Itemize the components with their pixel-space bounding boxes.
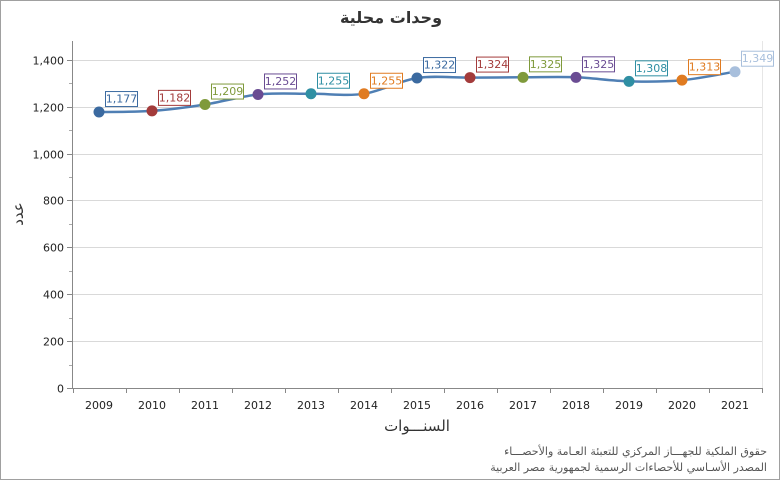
y-tick-label: 400 [43, 289, 64, 302]
data-point [358, 88, 370, 100]
copyright-credit: حقوق الملكية للجهـــاز المركزي للتعبئة ا… [504, 445, 767, 458]
data-label-box [423, 57, 456, 74]
y-tick-label: 1,000 [33, 149, 65, 162]
data-label-text: 1,252 [265, 75, 297, 88]
data-label: 1,182 [158, 89, 191, 106]
data-points [93, 66, 741, 118]
data-label-box [158, 89, 191, 106]
data-label-text: 1,322 [424, 59, 456, 72]
data-label: 1,209 [211, 83, 244, 100]
x-tick-label: 2019 [615, 399, 643, 412]
data-label-box [476, 56, 509, 73]
x-tick-label: 2015 [403, 399, 431, 412]
x-axis-title: السنـــوات [384, 417, 450, 435]
data-label-box [264, 73, 297, 90]
x-tick-label: 2016 [456, 399, 484, 412]
data-label-text: 1,182 [159, 91, 191, 104]
data-label-box [688, 59, 721, 76]
data-point [411, 72, 423, 84]
data-label: 1,324 [476, 56, 509, 73]
data-label: 1,177 [105, 91, 138, 108]
x-tick-label: 2020 [668, 399, 696, 412]
x-tick-label: 2012 [244, 399, 272, 412]
data-label: 1,325 [529, 56, 562, 73]
data-label-box [582, 56, 615, 73]
data-label: 1,313 [688, 59, 721, 76]
y-axis-title: عدد [9, 202, 27, 226]
data-label: 1,252 [264, 73, 297, 90]
x-tick-label: 2009 [85, 399, 113, 412]
x-tick-label: 2011 [191, 399, 219, 412]
data-label: 1,349 [741, 50, 774, 67]
y-tick-label: 200 [43, 336, 64, 349]
x-tick-label: 2014 [350, 399, 378, 412]
chart-title: وحدات محلية [340, 8, 442, 27]
data-label-text: 1,313 [689, 61, 721, 74]
data-label-text: 1,308 [636, 62, 668, 75]
x-axis-ticks: 2009 2010 2011 2012 2013 2014 2015 2016 2017 2018… [73, 388, 763, 412]
x-tick-label: 2021 [721, 399, 749, 412]
data-point [199, 99, 211, 111]
y-tick-label: 0 [57, 383, 64, 396]
data-label-text: 1,255 [371, 74, 403, 87]
data-point [93, 106, 105, 118]
data-label: 1,255 [370, 72, 403, 89]
data-point [623, 75, 635, 87]
data-point [570, 71, 582, 83]
data-label: 1,322 [423, 57, 456, 74]
data-labels: 1,177 1,182 1,209 1,252 1,255 1,255 1,322 1,324… [105, 50, 774, 108]
x-tick-label: 2010 [138, 399, 166, 412]
y-tick-label: 600 [43, 242, 64, 255]
y-tick-label: 1,200 [33, 102, 65, 115]
data-label-box [317, 72, 350, 89]
data-label: 1,325 [582, 56, 615, 73]
axes [72, 41, 763, 389]
data-label-box [370, 72, 403, 89]
y-axis-ticks: 0 200 400 600 800 1,000 1,200 1,400 [33, 55, 72, 396]
data-point [676, 74, 688, 86]
data-label-text: 1,209 [212, 85, 244, 98]
data-label-box [635, 60, 668, 77]
x-tick-label: 2013 [297, 399, 325, 412]
data-label-text: 1,324 [477, 58, 509, 71]
data-label: 1,308 [635, 60, 668, 77]
data-label-text: 1,325 [583, 58, 615, 71]
data-label-text: 1,325 [530, 58, 562, 71]
data-point [305, 88, 317, 100]
data-point [517, 71, 529, 83]
x-tick-label: 2017 [509, 399, 537, 412]
y-tick-label: 1,400 [33, 55, 65, 68]
data-label-text: 1,177 [106, 93, 138, 106]
data-label-text: 1,255 [318, 74, 350, 87]
data-label-box [529, 56, 562, 73]
x-tick-label: 2018 [562, 399, 590, 412]
data-label-box [741, 50, 774, 67]
data-label: 1,255 [317, 72, 350, 89]
data-point [146, 105, 158, 117]
data-point [252, 88, 264, 100]
data-label-text: 1,349 [742, 52, 774, 65]
data-label-box [211, 83, 244, 100]
data-point [729, 66, 741, 78]
data-point [464, 72, 476, 84]
data-label-box [105, 91, 138, 108]
source-credit: المصدر الأسـاسي للأحصاءات الرسمية لجمهور… [490, 461, 767, 474]
y-tick-label: 800 [43, 195, 64, 208]
